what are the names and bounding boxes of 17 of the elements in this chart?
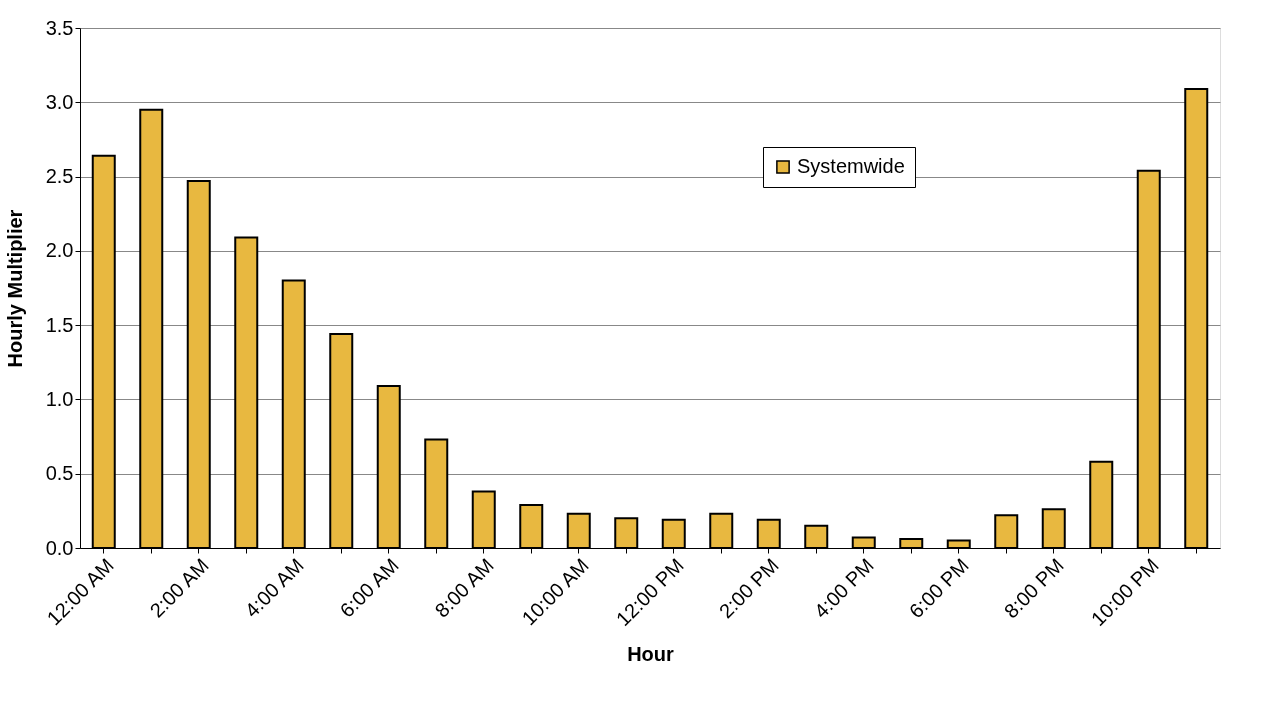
y-tick-label: 2.5 bbox=[45, 165, 74, 188]
x-axis-title: Hour bbox=[627, 643, 675, 666]
y-tick-label: 2.0 bbox=[45, 239, 74, 262]
y-tick-label: 1.5 bbox=[45, 313, 74, 336]
y-axis-title: Hourly Multiplier bbox=[3, 209, 26, 368]
x-tick-label: 8:00 AM bbox=[430, 554, 498, 622]
y-tick-label: 0.5 bbox=[45, 462, 74, 485]
legend-label: Systemwide bbox=[797, 155, 905, 177]
x-tick-label: 8:00 PM bbox=[999, 554, 1068, 623]
y-tick-label: 3.5 bbox=[45, 16, 74, 39]
y-tick-label: 3.0 bbox=[45, 90, 74, 113]
x-tick-label: 6:00 PM bbox=[904, 554, 973, 623]
y-tick-label: 1.0 bbox=[45, 387, 74, 410]
y-tick-label: 0.0 bbox=[45, 536, 74, 559]
x-tick-label: 4:00 PM bbox=[809, 554, 878, 623]
x-tick-label: 4:00 AM bbox=[240, 554, 308, 622]
x-tick-label: 6:00 AM bbox=[335, 554, 403, 622]
